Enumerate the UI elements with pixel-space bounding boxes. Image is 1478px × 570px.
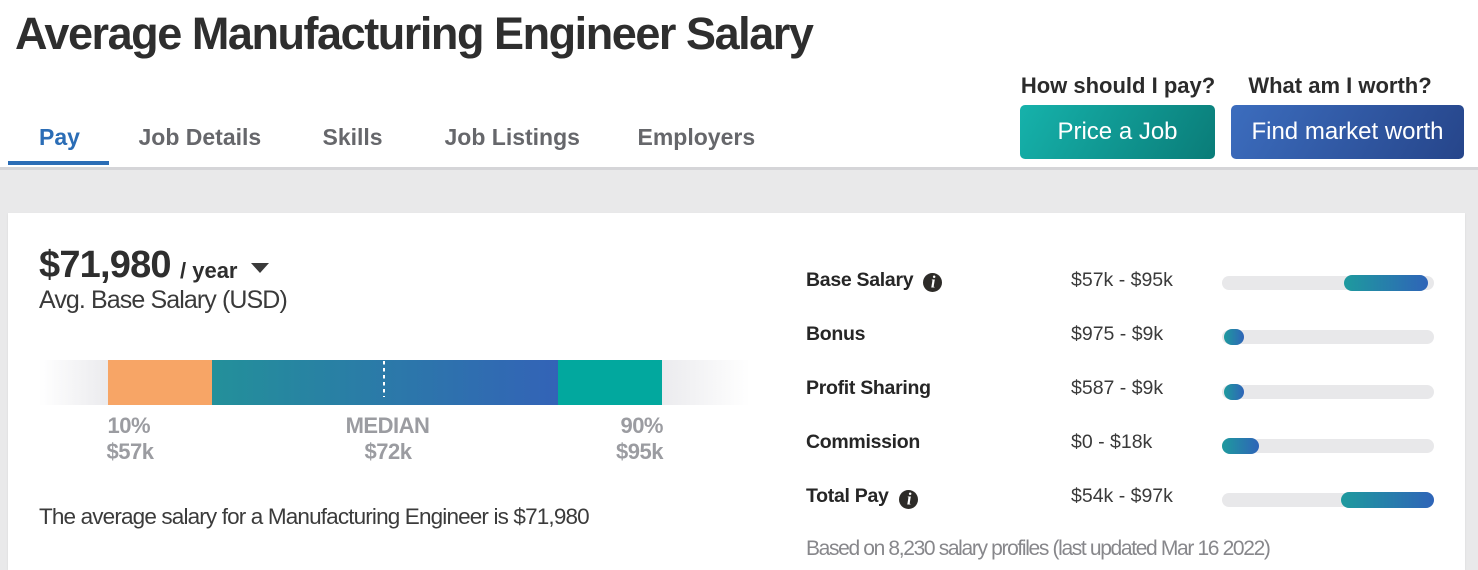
svg-text:i: i — [931, 273, 936, 292]
svg-text:i: i — [907, 490, 912, 509]
